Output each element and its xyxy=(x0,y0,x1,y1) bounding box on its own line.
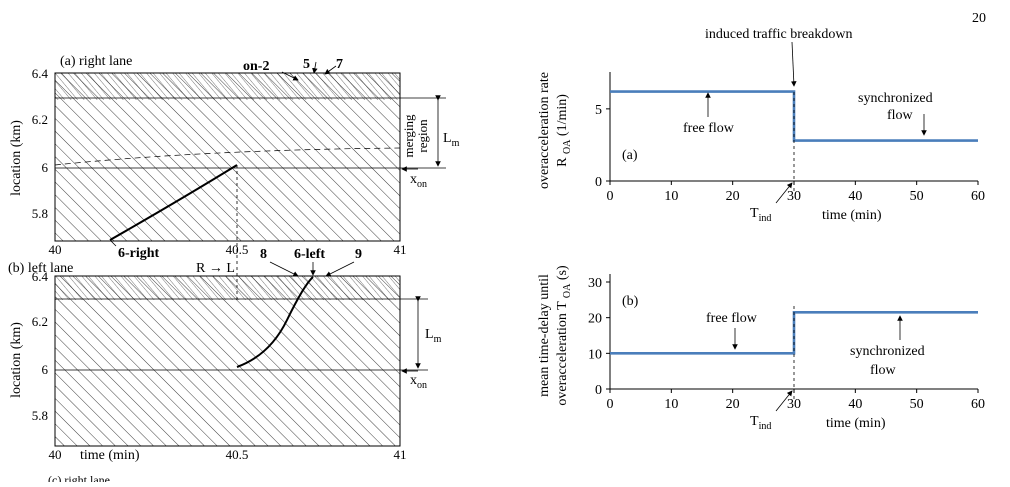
panel-b-ytick: 6.4 xyxy=(32,269,49,284)
label-6-left: 6-left xyxy=(294,247,325,262)
panel-a-xtick: 40.5 xyxy=(226,242,249,257)
x-tick-label: 20 xyxy=(726,397,740,412)
x-tick-label: 60 xyxy=(971,397,985,412)
label-7: 7 xyxy=(336,57,343,72)
breakdown-arrow xyxy=(790,41,797,87)
sync-annotation: flow xyxy=(870,363,897,378)
panel-label: (a) xyxy=(622,148,638,163)
y-axis-label-2: R OA (1/min) xyxy=(555,94,573,167)
free-flow-annotation: free flow xyxy=(706,311,758,326)
x-tick-label: 40 xyxy=(848,397,862,412)
xon-label-a: xon xyxy=(410,172,427,190)
panel-b-dense-hatch xyxy=(55,276,400,300)
vehicle-6-left-trajectory xyxy=(236,276,314,368)
left-panel-b: (b) left lane R → L 8 6-left 9 6.4 6.2 6… xyxy=(8,247,442,487)
page-number: 20 xyxy=(972,11,986,26)
tind-label: Tind xyxy=(750,206,771,224)
y-tick-label: 20 xyxy=(588,312,602,327)
panel-a-frame xyxy=(54,72,401,242)
panel-c-title-cut: (c) right lane xyxy=(48,473,110,482)
free-flow-annotation: free flow xyxy=(683,121,735,136)
panel-a-ytick: 5.8 xyxy=(32,206,48,221)
vehicle-6-right-trajectory xyxy=(109,164,238,241)
panel-a-merge-curve xyxy=(54,147,401,166)
panel-a-xtick: 40 xyxy=(49,242,62,257)
x-tick-label: 0 xyxy=(607,189,614,204)
panel-b-xtick: 41 xyxy=(394,447,407,462)
lm-label-a: Lm xyxy=(443,131,460,149)
lm-label-b: Lm xyxy=(425,327,442,345)
x-axis-label: time (min) xyxy=(822,208,882,223)
label-6-right: 6-right xyxy=(118,246,160,261)
y-tick-label: 0 xyxy=(595,383,602,398)
label-5: 5 xyxy=(303,57,310,72)
panel-b-ytick: 6.2 xyxy=(32,314,48,329)
left-panel-a: (a) right lane on-2 5 7 6-right 6.4 6.2 … xyxy=(9,54,460,300)
panel-label: (b) xyxy=(622,294,639,309)
chart-a: 0 10 20 30 40 50 60 0 5 (a) time (min) Tind overacce… xyxy=(537,27,985,224)
panel-a-ytick: 6 xyxy=(42,160,49,175)
y-tick-label: 0 xyxy=(595,175,602,190)
sync-annotation: synchronized xyxy=(858,91,933,106)
tind-label: Tind xyxy=(750,414,771,432)
label-r-to-l: R → L xyxy=(196,261,235,276)
x-tick-label: 50 xyxy=(910,397,924,412)
y-tick-label: 10 xyxy=(588,347,602,362)
merging-region-label: merging xyxy=(401,114,416,158)
x-tick-label: 0 xyxy=(607,397,614,412)
label-9: 9 xyxy=(355,247,362,262)
merging-region-label: region xyxy=(415,119,430,153)
sync-annotation: synchronized xyxy=(850,344,925,359)
x-axis-label: time (min) xyxy=(826,416,886,431)
x-tick-label: 30 xyxy=(787,189,801,204)
panel-a-ytick: 6.2 xyxy=(32,112,48,127)
x-tick-label: 50 xyxy=(910,189,924,204)
tind-arrow xyxy=(775,390,793,412)
label-on-2: on-2 xyxy=(243,59,269,74)
y-axis-label: mean time-delay until xyxy=(537,274,552,397)
panel-a-ytick: 6.4 xyxy=(32,66,49,81)
panel-b-xtick: 40 xyxy=(49,447,62,462)
panel-a-xtick: 41 xyxy=(394,242,407,257)
x-tick-label: 10 xyxy=(664,397,678,412)
x-tick-label: 20 xyxy=(726,189,740,204)
panel-b-ytick: 5.8 xyxy=(32,408,48,423)
panel-b-xtick: 40.5 xyxy=(226,447,249,462)
panel-a-hatch xyxy=(55,73,400,241)
y-tick-label: 30 xyxy=(588,276,602,291)
x-tick-label: 60 xyxy=(971,189,985,204)
xon-label-b: xon xyxy=(410,373,427,391)
panel-b-title: (b) left lane xyxy=(8,261,73,276)
y-axis-label-2: overacceleration T OA (s) xyxy=(555,265,573,406)
panel-b-frame xyxy=(54,275,401,447)
x-tick-label: 10 xyxy=(664,189,678,204)
panel-b-ytick: 6 xyxy=(42,362,49,377)
x-tick-label: 30 xyxy=(787,397,801,412)
panel-b-ylabel: location (km) xyxy=(9,322,24,398)
panel-b-hatch xyxy=(55,276,400,446)
panel-a-title: (a) right lane xyxy=(60,54,132,69)
y-tick-label: 5 xyxy=(595,103,602,118)
panel-a-dense-hatch xyxy=(55,73,400,100)
sync-annotation: flow xyxy=(887,108,914,123)
label-8: 8 xyxy=(260,247,267,262)
x-tick-label: 40 xyxy=(848,189,862,204)
y-axis-label: overacceleration rate xyxy=(537,72,552,189)
panel-b-xlabel: time (min) xyxy=(80,448,140,463)
breakdown-annotation: induced traffic breakdown xyxy=(705,27,852,42)
tind-arrow xyxy=(775,182,793,204)
chart-b: 0 10 20 30 40 50 60 0 10 20 30 (b) time (min) Tind mea… xyxy=(537,265,985,432)
panel-a-ylabel: location (km) xyxy=(9,120,24,196)
